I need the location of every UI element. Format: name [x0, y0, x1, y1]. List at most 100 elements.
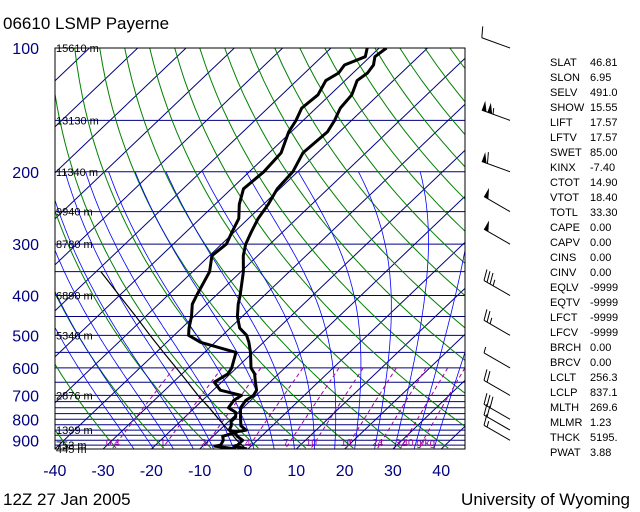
dry-adiabat-line	[74, 48, 307, 449]
index-key: BRCH	[550, 342, 582, 354]
index-key: CTOT	[550, 177, 580, 189]
index-row-eqlv: EQLV -9999	[550, 281, 635, 296]
index-value: 6.95	[590, 72, 612, 84]
index-row-lftv: LFTV 17.57	[550, 131, 635, 146]
index-row-lfcv: LFCV -9999	[550, 326, 635, 341]
pressure-tick-label: 700	[12, 388, 39, 405]
mixing-ratio-label: 32	[395, 438, 407, 449]
index-key: MLTH	[550, 402, 580, 414]
index-key: MLMR	[550, 417, 583, 429]
temperature-tick-label: 0	[244, 463, 253, 480]
index-row-mlmr: MLMR 1.23	[550, 416, 635, 431]
mixing-ratio-label: 40 g/kg	[402, 438, 435, 449]
height-label: 445 m	[56, 444, 87, 456]
index-row-ctot: CTOT 14.90	[550, 176, 635, 191]
index-value: 18.40	[590, 192, 618, 204]
index-value: 0.00	[590, 222, 612, 234]
temperature-sounding-line	[232, 48, 388, 449]
isotherm-line	[55, 48, 235, 220]
pressure-tick-label: 500	[12, 328, 39, 345]
wind-barb	[483, 187, 511, 213]
index-row-slon: SLON 6.95	[550, 71, 635, 86]
pressure-tick-label: 600	[12, 361, 39, 378]
index-row-capv: CAPV 0.00	[550, 236, 635, 251]
temperature-tick-label: -30	[92, 463, 115, 480]
index-row-eqtv: EQTV -9999	[550, 296, 635, 311]
data-source: University of Wyoming	[461, 490, 630, 509]
isotherm-line	[247, 241, 465, 449]
mixing-ratio-line	[400, 367, 449, 449]
index-key: VTOT	[550, 192, 580, 204]
index-row-brch: BRCH 0.00	[550, 341, 635, 356]
index-key: EQTV	[550, 297, 580, 309]
wind-barb	[483, 393, 511, 420]
temperature-tick-label: -10	[188, 463, 211, 480]
temperature-tick-label: 40	[432, 463, 450, 480]
mixing-ratio-label: 4	[245, 438, 251, 449]
index-key: SLAT	[550, 57, 577, 69]
wind-barb	[481, 152, 511, 173]
index-row-lift: LIFT 17.57	[550, 116, 635, 131]
dry-adiabat-line	[224, 48, 465, 362]
index-value: 5195.	[590, 432, 618, 444]
index-row-lclt: LCLT 256.3	[550, 371, 635, 386]
temperature-tick-label: -20	[140, 463, 163, 480]
isotherm-line	[392, 379, 465, 449]
isotherm-line	[55, 48, 428, 404]
mixing-ratio-label: 16	[341, 438, 353, 449]
index-key: PWAT	[550, 447, 581, 459]
height-label: 8780 m	[56, 239, 93, 251]
isotherm-line	[55, 48, 332, 312]
index-key: KINX	[550, 162, 576, 174]
mixing-ratio-line	[418, 367, 465, 449]
temperature-tick-label: -40	[43, 463, 66, 480]
index-key: LFCT	[550, 312, 578, 324]
dry-adiabat-line	[55, 90, 259, 449]
wind-barb	[483, 369, 511, 396]
mixing-ratio-line	[345, 367, 397, 449]
height-label: 2876 m	[56, 390, 93, 402]
index-value: 0.00	[590, 342, 612, 354]
moist-adiabat-line	[55, 326, 135, 449]
moist-adiabat-line	[394, 171, 429, 449]
pressure-tick-label: 400	[12, 289, 39, 306]
index-value: 14.90	[590, 177, 618, 189]
mixing-ratio-label: 2	[201, 438, 207, 449]
index-value: 269.6	[590, 402, 618, 414]
moist-adiabat-line	[433, 350, 465, 449]
index-key: SELV	[550, 87, 578, 99]
index-value: 0.00	[590, 237, 612, 249]
index-row-cins: CINS 0.00	[550, 251, 635, 266]
index-value: -9999	[590, 297, 619, 309]
plot-area	[55, 48, 465, 449]
index-row-mlth: MLTH 269.6	[550, 401, 635, 416]
mixing-ratio-line	[162, 367, 223, 449]
index-row-vtot: VTOT 18.40	[550, 191, 635, 206]
index-value: 33.30	[590, 207, 618, 219]
index-key: LCLP	[550, 387, 578, 399]
index-key: CAPV	[550, 237, 580, 249]
dry-adiabat-line	[249, 48, 465, 329]
index-value: -9999	[590, 282, 619, 294]
wind-barb	[483, 269, 511, 296]
index-row-slat: SLAT 46.81	[550, 56, 635, 71]
index-row-cinv: CINV 0.00	[550, 266, 635, 281]
moist-adiabat-line	[55, 249, 174, 449]
wind-barb	[483, 414, 511, 441]
index-key: CINV	[550, 267, 577, 279]
isotherm-line	[151, 149, 465, 449]
height-label: 9940 m	[56, 207, 93, 219]
dry-adiabat-line	[274, 48, 465, 297]
mixing-ratio-label: 10	[306, 438, 318, 449]
index-value: -9999	[590, 312, 619, 324]
index-row-lfct: LFCT -9999	[550, 311, 635, 326]
index-row-brcv: BRCV 0.00	[550, 356, 635, 371]
isotherm-line	[55, 57, 465, 449]
wind-barb	[481, 26, 511, 49]
moist-adiabat-line	[358, 171, 392, 449]
parcel-path-line	[100, 271, 247, 449]
index-value: 3.88	[590, 447, 612, 459]
index-key: BRCV	[550, 357, 581, 369]
index-value: 0.00	[590, 252, 612, 264]
indices-panel: SLAT 46.81 SLON 6.95 SELV 491.0 SHOW 15.55 LIFT 1…	[550, 56, 635, 461]
